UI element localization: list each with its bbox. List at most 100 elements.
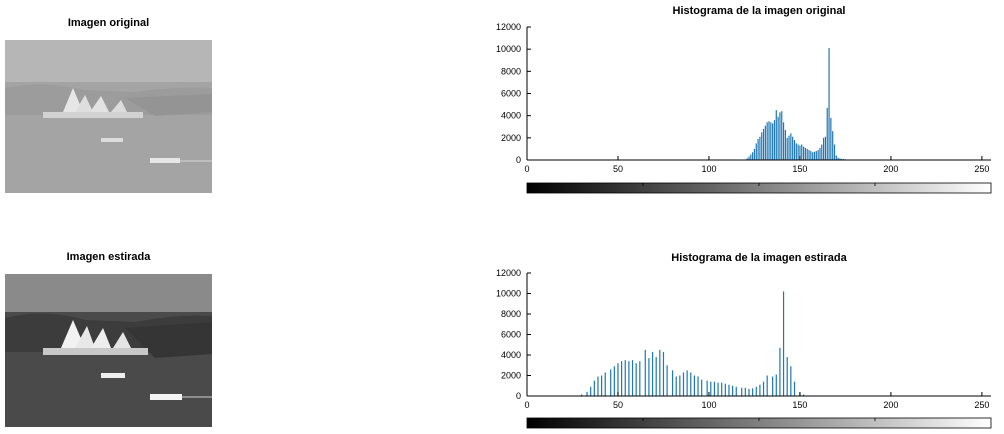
x-tick-label: 200	[883, 164, 898, 174]
x-tick-label: 100	[701, 400, 716, 410]
stretched-image-title: Imagen estirada	[66, 251, 151, 263]
histogram-1: Histograma de la imagen original02000400…	[496, 5, 992, 194]
histogram-bar	[775, 374, 777, 396]
y-tick-label: 4000	[501, 111, 521, 121]
histogram-bar	[792, 136, 794, 160]
histogram-title: Histograma de la imagen estirada	[671, 252, 847, 264]
histogram-bar	[610, 369, 612, 396]
histogram-bar	[586, 391, 588, 396]
histogram-bar	[710, 381, 712, 396]
histogram-bar	[750, 154, 752, 160]
stretched-image-picture	[5, 274, 212, 427]
histogram-bar	[784, 130, 786, 160]
histogram-bar	[815, 151, 817, 160]
histogram-bar	[697, 376, 699, 396]
histogram-bar	[802, 146, 805, 160]
histogram-bar	[837, 157, 839, 160]
histogram-bar	[748, 156, 750, 160]
histogram-bar	[801, 144, 803, 160]
y-tick-label: 6000	[501, 330, 521, 340]
original-image-title: Imagen original	[67, 17, 150, 29]
histogram-bar	[761, 132, 763, 160]
histogram-bar	[748, 388, 750, 396]
histogram-bar	[675, 376, 677, 396]
histogram-bar	[762, 128, 765, 160]
histogram-bar	[682, 372, 685, 396]
histogram-bar	[580, 394, 583, 396]
histogram-bar	[821, 144, 823, 160]
histogram-bar	[752, 152, 754, 160]
histogram-bar	[772, 123, 774, 160]
original-image-picture	[5, 40, 212, 193]
histogram-bar	[782, 122, 785, 160]
x-tick-label: 150	[792, 164, 807, 174]
y-tick-label: 0	[516, 391, 521, 401]
histogram-bar	[808, 150, 810, 160]
histogram-bar	[601, 375, 603, 396]
histogram-bar	[701, 379, 703, 396]
histogram-bar	[832, 131, 834, 160]
histogram-bar	[621, 361, 623, 396]
histogram-bar	[781, 111, 783, 160]
histogram-bar	[828, 48, 830, 160]
histogram-bar	[724, 383, 726, 396]
histogram-bar	[830, 117, 832, 160]
histogram-bar	[735, 386, 737, 396]
histogram-bar	[773, 120, 776, 160]
y-tick-label: 0	[516, 155, 521, 165]
histogram-bar	[655, 357, 657, 396]
histogram-bar	[779, 347, 781, 396]
original-image	[5, 40, 212, 193]
x-tick-label: 0	[524, 400, 529, 410]
histogram-bar	[613, 366, 615, 396]
histogram-bar	[706, 380, 708, 396]
histogram-bar	[757, 138, 759, 160]
histogram-bar	[628, 361, 630, 396]
histogram-bar	[775, 110, 777, 160]
histogram-bar	[693, 375, 696, 396]
histogram-bar	[766, 122, 768, 160]
y-tick-label: 12000	[496, 22, 521, 32]
y-tick-label: 2000	[501, 133, 521, 143]
histogram-bar	[713, 381, 716, 396]
histogram-bar	[772, 376, 774, 396]
histogram-bar	[624, 360, 626, 396]
histogram-bar	[762, 381, 765, 396]
histogram-bar	[817, 150, 819, 160]
histogram-bar	[812, 152, 814, 160]
histogram-bar	[788, 135, 790, 160]
histogram-bar	[648, 358, 650, 396]
histogram-bar	[795, 143, 797, 160]
x-tick-label: 0	[524, 164, 529, 174]
histogram-bar	[786, 137, 788, 160]
histogram-bar	[721, 382, 723, 396]
y-tick-label: 4000	[501, 350, 521, 360]
histogram-bar	[786, 357, 788, 396]
histogram-bar	[741, 387, 743, 396]
histogram-bar	[824, 136, 827, 160]
histogram-bar	[790, 366, 792, 396]
histogram-bar	[782, 291, 785, 396]
histogram-bar	[813, 151, 816, 160]
histogram-bar	[833, 144, 836, 160]
x-tick-label: 150	[792, 400, 807, 410]
histogram-bar	[755, 143, 757, 160]
y-tick-label: 6000	[501, 89, 521, 99]
histogram-bar	[679, 375, 681, 396]
histogram-bar	[777, 116, 779, 160]
histogram-bar	[793, 140, 796, 160]
x-tick-label: 200	[883, 400, 898, 410]
y-tick-label: 12000	[496, 268, 521, 278]
stretched-image	[5, 274, 212, 427]
histogram-bar	[728, 384, 730, 396]
histogram-bar	[744, 387, 746, 396]
histogram-bar	[799, 145, 801, 160]
histogram-bar	[797, 144, 799, 160]
histogram-bar	[666, 365, 668, 396]
histogram-bar	[764, 125, 766, 160]
histogram-bar	[590, 386, 592, 396]
x-tick-label: 50	[613, 164, 623, 174]
histogram-bar	[732, 385, 734, 396]
histogram-bar	[746, 158, 748, 160]
